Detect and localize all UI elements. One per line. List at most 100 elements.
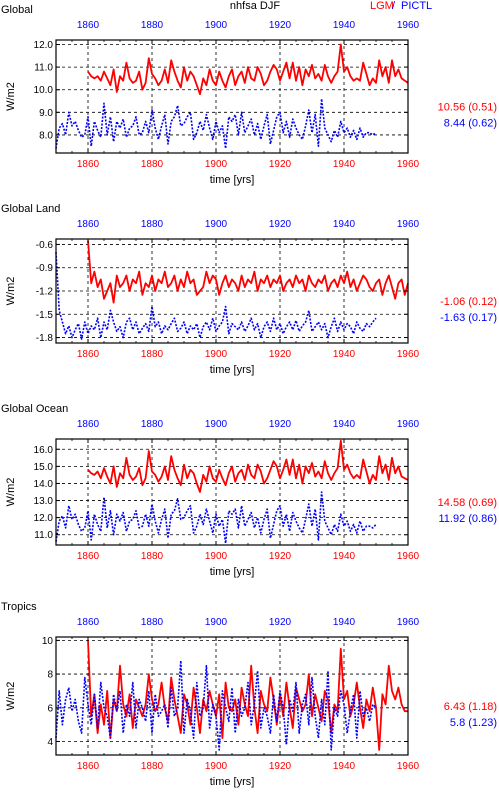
x-tick-label: 1940 — [333, 349, 356, 360]
panel-global-ocean: Global Ocean 1860 1860 1880 1880 1900 1900 1920… — [1, 403, 497, 578]
x-tick-label: 1920 — [269, 159, 292, 170]
x-tick-label-top: 1920 — [269, 219, 292, 230]
series-stat-pictl: 11.92 (0.86) — [438, 513, 497, 525]
x-tick-label: 1900 — [205, 349, 228, 360]
x-tick-label-top: 1940 — [333, 617, 356, 628]
x-tick-label: 1900 — [205, 551, 228, 562]
legend-separator: / — [392, 0, 396, 12]
x-tick-label: 1900 — [205, 761, 228, 772]
x-tick-label: 1960 — [397, 551, 420, 562]
y-axis-label: W/m2 — [5, 82, 17, 111]
series-line-pictl — [55, 252, 377, 340]
y-tick-label: 4 — [47, 737, 53, 748]
x-tick-label: 1880 — [141, 349, 164, 360]
series-line-lgm — [87, 43, 409, 96]
y-tick-label: 8 — [47, 670, 53, 681]
x-tick-label: 1940 — [333, 159, 356, 170]
x-tick-label-top: 1860 — [77, 20, 100, 31]
x-tick-label: 1860 — [77, 761, 100, 772]
x-tick-label: 1940 — [333, 551, 356, 562]
y-tick-label: 11.0 — [34, 63, 53, 74]
series-stat-lgm: 6.43 (1.18) — [444, 701, 497, 713]
x-tick-label: 1860 — [77, 551, 100, 562]
x-tick-label: 1960 — [397, 761, 420, 772]
y-tick-label: 14.0 — [34, 479, 54, 490]
x-axis-label: time [yrs] — [210, 174, 255, 186]
header: nhfsa DJF LGM / PICTL — [230, 0, 432, 12]
x-tick-label: 1860 — [77, 349, 100, 360]
series-line-pictl — [55, 659, 377, 751]
x-tick-label-top: 1900 — [205, 219, 228, 230]
y-tick-label: -0.6 — [36, 240, 54, 251]
series-stat-lgm: -1.06 (0.12) — [440, 296, 497, 308]
y-tick-label: 12.0 — [34, 513, 54, 524]
x-tick-label: 1920 — [269, 349, 292, 360]
x-axis-label: time [yrs] — [210, 566, 255, 578]
series-stat-pictl: 5.8 (1.23) — [450, 717, 497, 729]
series-stat-lgm: 14.58 (0.69) — [438, 497, 497, 509]
x-tick-label-top: 1940 — [333, 419, 356, 430]
x-tick-label: 1940 — [333, 761, 356, 772]
legend-lgm: LGM — [370, 0, 394, 12]
y-tick-label: -1.2 — [36, 287, 54, 298]
x-axis-label: time [yrs] — [210, 364, 255, 376]
x-axis-label: time [yrs] — [210, 776, 255, 788]
x-tick-label-top: 1880 — [141, 219, 164, 230]
y-tick-label: 12.0 — [34, 40, 54, 51]
series-line-lgm — [87, 640, 408, 751]
x-tick-label-top: 1860 — [77, 617, 100, 628]
plot-frame — [55, 438, 409, 546]
legend-pictl: PICTL — [401, 0, 432, 12]
y-tick-label: 16.0 — [34, 445, 54, 456]
y-tick-label: -1.5 — [36, 310, 54, 321]
panel-global: Global 1860 1860 1880 1880 1900 1900 1920 1920 19… — [1, 4, 497, 186]
panel-title: Tropics — [1, 601, 37, 613]
series-line-lgm — [87, 240, 409, 304]
x-tick-label-top: 1960 — [397, 419, 420, 430]
y-tick-label: -1.8 — [36, 333, 54, 344]
y-tick-label: 9.0 — [39, 108, 53, 119]
x-tick-label: 1920 — [269, 551, 292, 562]
x-tick-label-top: 1920 — [269, 617, 292, 628]
x-tick-label: 1960 — [397, 159, 420, 170]
x-tick-label-top: 1960 — [397, 20, 420, 31]
x-tick-label-top: 1920 — [269, 419, 292, 430]
x-tick-label: 1880 — [141, 159, 164, 170]
panel-tropics: Tropics 1860 1860 1880 1880 1900 1900 1920 1920 1… — [1, 601, 497, 788]
x-tick-label-top: 1880 — [141, 419, 164, 430]
x-tick-label: 1880 — [141, 551, 164, 562]
y-tick-label: -0.9 — [36, 263, 54, 274]
y-tick-label: 8.0 — [39, 130, 53, 141]
x-tick-label-top: 1860 — [77, 219, 100, 230]
x-tick-label-top: 1900 — [205, 617, 228, 628]
x-tick-label-top: 1940 — [333, 20, 356, 31]
y-tick-label: 10 — [42, 636, 54, 647]
x-tick-label-top: 1880 — [141, 20, 164, 31]
x-tick-label-top: 1900 — [205, 20, 228, 31]
panel-global-land: Global Land 1860 1860 1880 1880 1900 1900 1920 1… — [1, 203, 497, 376]
series-line-pictl — [55, 98, 377, 150]
x-tick-label-top: 1880 — [141, 617, 164, 628]
panel-title: Global Land — [1, 203, 60, 215]
series-line-pictl — [55, 491, 377, 545]
series-line-lgm — [87, 439, 409, 493]
y-tick-label: 11.0 — [34, 530, 53, 541]
x-tick-label-top: 1900 — [205, 419, 228, 430]
y-tick-label: 13.0 — [34, 496, 54, 507]
y-axis-label: W/m2 — [5, 682, 17, 711]
x-tick-label: 1920 — [269, 761, 292, 772]
x-tick-label: 1960 — [397, 349, 420, 360]
panel-title: Global — [1, 4, 33, 16]
chart-title: nhfsa DJF — [230, 0, 280, 12]
series-stat-pictl: 8.44 (0.62) — [444, 118, 497, 130]
y-tick-label: 15.0 — [34, 462, 54, 473]
series-stat-pictl: -1.63 (0.17) — [440, 312, 497, 324]
series-stat-lgm: 10.56 (0.51) — [438, 102, 497, 114]
y-tick-label: 10.0 — [34, 85, 54, 96]
x-tick-label: 1880 — [141, 761, 164, 772]
y-axis-label: W/m2 — [5, 478, 17, 507]
x-tick-label-top: 1920 — [269, 20, 292, 31]
y-tick-label: 6 — [47, 703, 53, 714]
x-tick-label: 1860 — [77, 159, 100, 170]
